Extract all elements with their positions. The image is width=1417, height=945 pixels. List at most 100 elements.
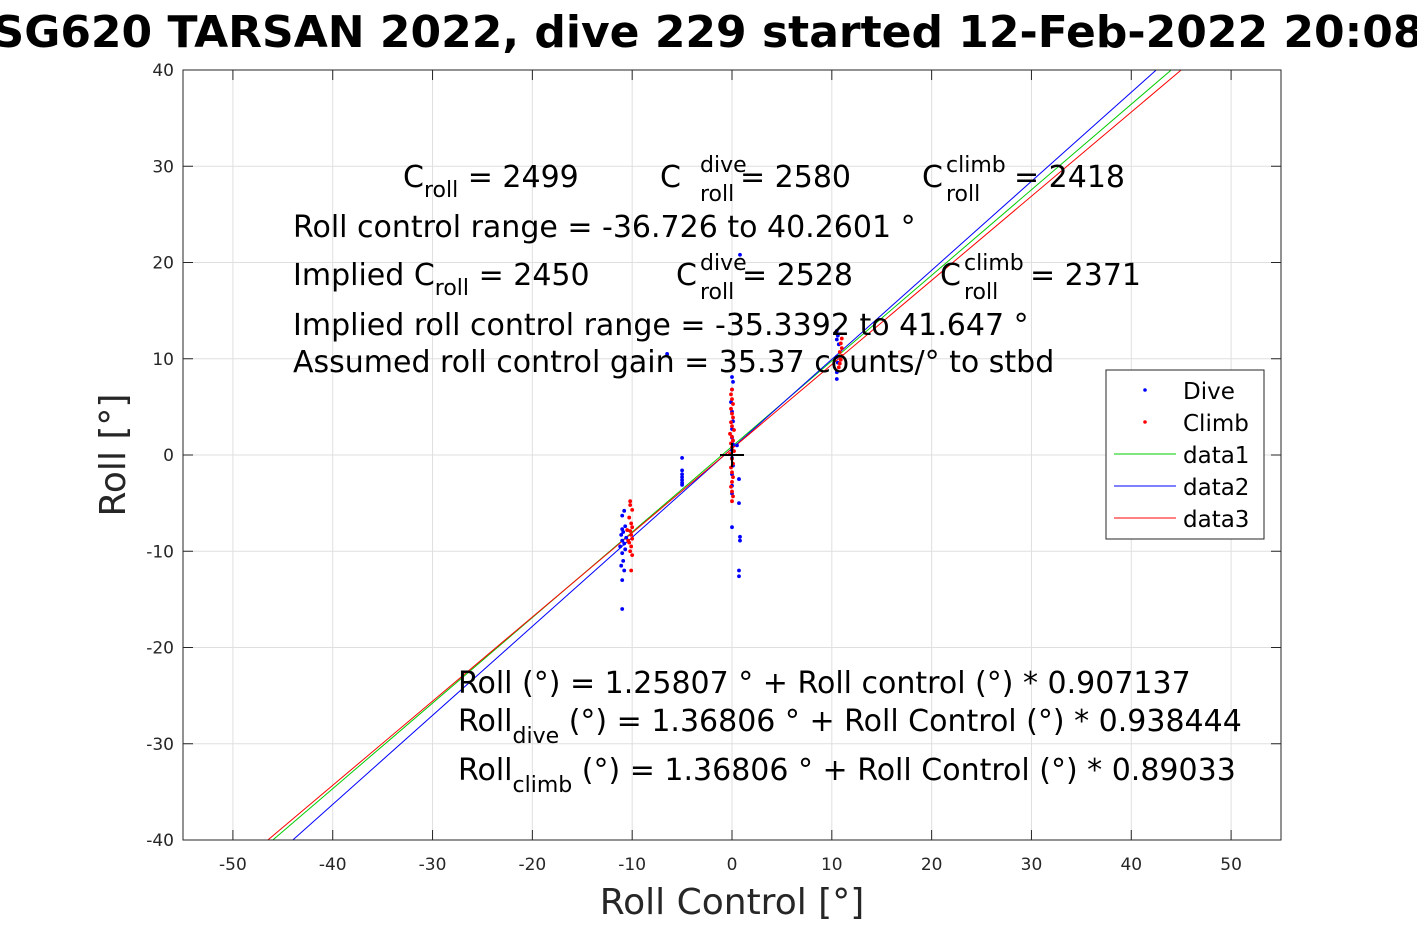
climb-point <box>730 397 734 402</box>
climb-point <box>836 365 841 370</box>
dive-point <box>731 379 735 384</box>
dive-point <box>618 544 623 549</box>
climb-point <box>629 568 634 573</box>
annotation-roll-control-range: Roll control range = -36.726 to 40.2601 … <box>293 210 916 245</box>
annotation-implied-roll-sub-2: roll <box>964 280 998 305</box>
annotation-implied-eq-dive: = 2528 <box>742 258 853 293</box>
annotation-fit-climb: Rollclimb (°) = 1.36806 ° + Roll Control… <box>458 753 1236 798</box>
dive-point <box>622 568 627 573</box>
x-tick-label: -20 <box>518 855 546 875</box>
annotation-gain: Assumed roll control gain = 35.37 counts… <box>293 345 1054 380</box>
climb-point <box>729 420 733 425</box>
y-tick-label: 30 <box>152 157 174 177</box>
x-tick-label: -40 <box>319 855 347 875</box>
dive-point <box>622 541 627 546</box>
annotation-c-roll: Croll = 2499 <box>403 160 579 203</box>
climb-point <box>629 544 634 549</box>
chart-title: SG620 TARSAN 2022, dive 229 started 12-F… <box>0 7 1417 58</box>
plot-marks <box>267 70 1182 840</box>
climb-point <box>630 507 635 512</box>
dive-point <box>621 530 626 534</box>
annotation-implied-climb-sup: climb <box>964 251 1024 276</box>
dive-point <box>737 501 741 506</box>
climb-point <box>731 494 735 499</box>
y-tick-label: -20 <box>146 639 174 659</box>
x-tick-label: 40 <box>1120 855 1142 875</box>
climb-point <box>628 503 633 507</box>
y-tick-label: 20 <box>152 254 174 274</box>
annotation-implied-eq-climb: = 2371 <box>1030 258 1141 293</box>
legend-dive-label: Dive <box>1183 379 1235 405</box>
dive-point <box>680 455 684 460</box>
x-axis-ticks: -50 -40 -30 -20 -10 0 10 20 30 40 50 <box>219 70 1242 875</box>
dive-point <box>622 508 627 513</box>
annotation-fit: Roll (°) = 1.25807 ° + Roll control (°) … <box>458 666 1191 701</box>
legend-dive-marker <box>1143 388 1147 392</box>
y-tick-label: 10 <box>152 350 174 370</box>
dive-point <box>623 524 628 529</box>
climb-point <box>730 434 734 439</box>
dive-point <box>737 568 741 573</box>
annotation-eq-climb: = 2418 <box>1014 160 1125 195</box>
climb-point <box>837 350 842 354</box>
center-cross-marker <box>720 443 744 467</box>
annotation-c-roll-dive: C <box>660 160 681 195</box>
dive-point <box>620 607 625 611</box>
y-tick-label: -10 <box>146 542 174 562</box>
y-tick-label: 40 <box>152 61 174 81</box>
y-axis-label: Roll [°] <box>93 394 134 517</box>
climb-point <box>729 484 733 489</box>
annotation-implied-roll-sub: roll <box>700 280 734 305</box>
plot-frame <box>182 69 1282 841</box>
climb-point <box>731 402 735 406</box>
dive-point <box>680 478 684 482</box>
climb-point <box>627 515 632 520</box>
climb-point <box>629 532 634 537</box>
climb-point <box>729 406 733 411</box>
legend-data2-label: data2 <box>1183 475 1249 501</box>
legend-climb-marker <box>1143 420 1147 424</box>
climb-point <box>731 438 735 443</box>
x-tick-label: 50 <box>1220 855 1242 875</box>
dive-point <box>680 475 684 480</box>
climb-point <box>625 528 630 532</box>
legend-climb-label: Climb <box>1183 411 1249 437</box>
dive-point <box>620 527 625 532</box>
climb-point <box>630 553 635 557</box>
climb-point <box>730 470 734 475</box>
x-tick-label: -30 <box>419 855 447 875</box>
annotation-fit-dive: Rolldive (°) = 1.36806 ° + Roll Control … <box>458 704 1242 749</box>
climb-point <box>730 480 734 484</box>
annotation-implied-dive-sup: dive <box>700 251 747 276</box>
climb-point <box>839 336 844 341</box>
dive-point <box>730 375 734 379</box>
climb-point <box>730 499 734 504</box>
dive-point <box>834 370 839 375</box>
annotation-dive-sup: dive <box>700 153 747 178</box>
climb-point <box>731 415 735 420</box>
climb-point <box>732 449 736 454</box>
climb-point <box>630 525 635 530</box>
x-tick-label: -10 <box>618 855 646 875</box>
x-tick-label: 0 <box>727 855 738 875</box>
dive-point <box>680 482 684 487</box>
climb-point <box>628 499 633 504</box>
legend-data3-label: data3 <box>1183 507 1249 533</box>
climb-point <box>838 357 843 362</box>
climb-point <box>730 411 734 416</box>
annotation-implied-c-dive: C <box>676 258 697 293</box>
dive-point <box>620 551 625 556</box>
dive-point <box>620 578 625 583</box>
climb-point <box>728 431 732 436</box>
climb-point <box>629 521 634 526</box>
climb-point <box>730 489 734 494</box>
dive-point <box>738 534 742 539</box>
dive-point <box>680 468 684 473</box>
x-tick-label: 20 <box>921 855 943 875</box>
climb-point <box>839 346 844 351</box>
dive-point <box>834 328 839 333</box>
climb-point <box>731 475 735 480</box>
annotation-eq-dive: = 2580 <box>740 160 851 195</box>
annotation-roll-sub: roll <box>700 182 734 207</box>
dive-point <box>624 535 629 540</box>
